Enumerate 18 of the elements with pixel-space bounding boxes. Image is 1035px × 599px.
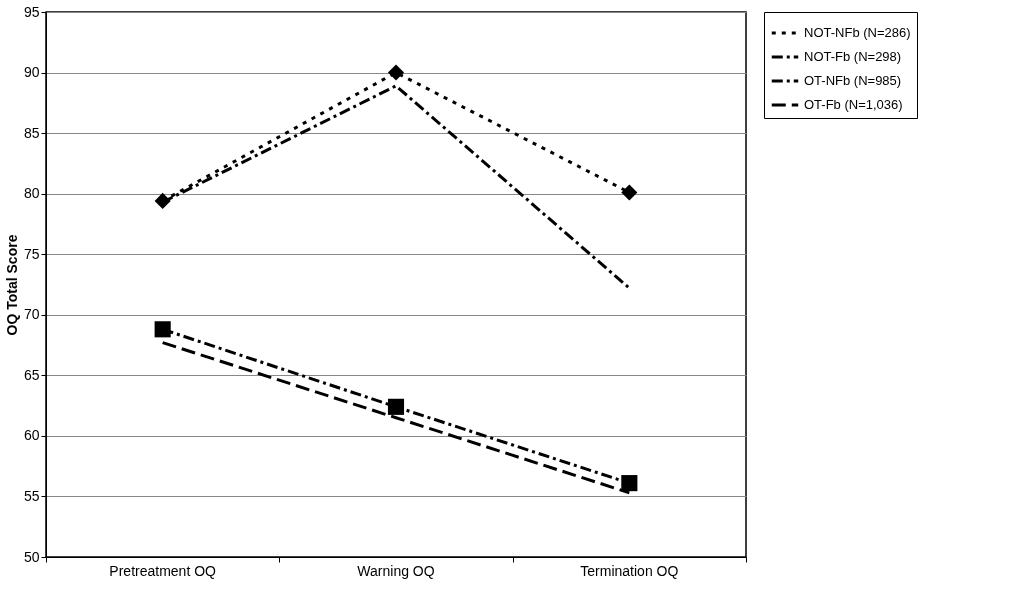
x-tick-label: Pretreatment OQ	[109, 563, 217, 579]
y-tick-label: 90	[23, 64, 40, 81]
y-tick-label: 60	[23, 427, 40, 444]
y-tick-label: 70	[23, 306, 40, 323]
y-tick-label: 85	[23, 124, 40, 141]
legend-label: NOT-Fb (N=298)	[804, 49, 902, 64]
y-axis-title: OQ Total Score	[3, 234, 20, 336]
y-tick-label: 65	[23, 366, 40, 383]
legend-label: OT-Fb (N=1,036)	[804, 97, 903, 112]
x-tick-label: Warning OQ	[357, 563, 435, 579]
legend-label: OT-NFb (N=985)	[804, 73, 902, 88]
legend-label: NOT-NFb (N=286)	[804, 25, 911, 40]
x-tick-label: Termination OQ	[580, 563, 679, 579]
y-tick-label: 55	[23, 487, 40, 504]
y-tick-label: 75	[23, 245, 40, 262]
y-tick-label: 95	[23, 3, 40, 20]
y-tick-label: 80	[23, 185, 40, 202]
y-tick-label: 50	[23, 548, 40, 565]
